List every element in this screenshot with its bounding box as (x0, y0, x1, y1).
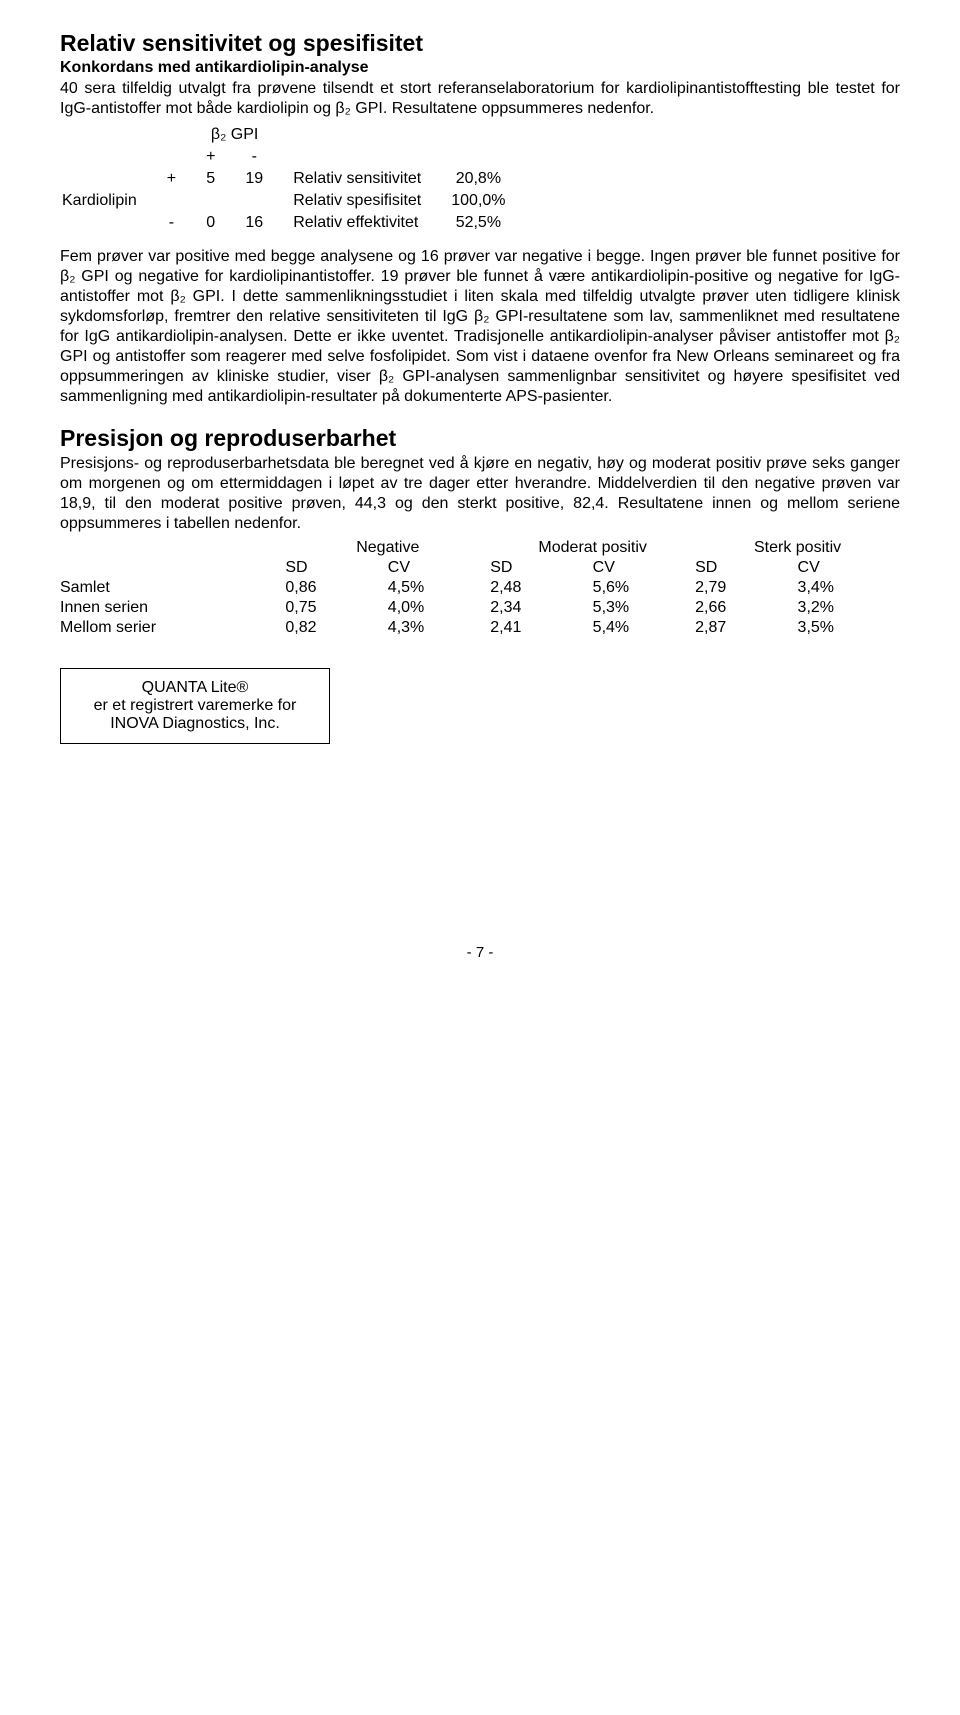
trademark-box: QUANTA Lite® er et registrert varemerke … (60, 668, 330, 744)
precision-cell: 2,48 (490, 578, 592, 598)
precision-cell: 3,5% (798, 618, 900, 638)
precision-cv-3: CV (798, 558, 900, 578)
precision-cell: 2,34 (490, 598, 592, 618)
precision-row-label: Mellom serier (60, 618, 285, 638)
precision-group-negative: Negative (285, 538, 490, 558)
precision-cell: 3,2% (798, 598, 900, 618)
page-footer: - 7 - (60, 944, 900, 961)
conf-val-specificity: 100,0% (437, 191, 519, 211)
precision-group-strong: Sterk positiv (695, 538, 900, 558)
precision-row-label: Innen serien (60, 598, 285, 618)
precision-cell: 5,4% (593, 618, 695, 638)
precision-row: Samlet 0,86 4,5% 2,48 5,6% 2,79 3,4% (60, 578, 900, 598)
trademark-line1: QUANTA Lite® (75, 679, 315, 697)
section1-para1: 40 sera tilfeldig utvalgt fra prøvene ti… (60, 79, 900, 119)
precision-cell: 0,86 (285, 578, 387, 598)
conf-plus-header: + (192, 147, 229, 167)
precision-cell: 5,3% (593, 598, 695, 618)
conf-metric-specificity: Relativ spesifisitet (279, 191, 435, 211)
conf-cell-b: 19 (231, 169, 277, 189)
precision-row: Mellom serier 0,82 4,3% 2,41 5,4% 2,87 3… (60, 618, 900, 638)
precision-cell: 2,87 (695, 618, 797, 638)
conf-metric-effectiveness: Relativ effektivitet (279, 213, 435, 233)
precision-row-label: Samlet (60, 578, 285, 598)
conf-cell-d: 16 (231, 213, 277, 233)
precision-cell: 5,6% (593, 578, 695, 598)
precision-cell: 2,79 (695, 578, 797, 598)
trademark-line3: INOVA Diagnostics, Inc. (75, 715, 315, 733)
section2-title: Presisjon og reproduserbarhet (60, 425, 900, 452)
section1-subhead: Konkordans med antikardiolipin-analyse (60, 59, 900, 77)
precision-cv-2: CV (593, 558, 695, 578)
precision-cell: 0,75 (285, 598, 387, 618)
conf-col-header: β₂ GPI (192, 125, 277, 145)
precision-row: Innen serien 0,75 4,0% 2,34 5,3% 2,66 3,… (60, 598, 900, 618)
precision-cell: 4,0% (388, 598, 490, 618)
conf-cell-a: 5 (192, 169, 229, 189)
confusion-table: β₂ GPI + - + 5 19 Relativ sensitivitet 2… (60, 123, 522, 235)
conf-row-label: Kardiolipin (62, 191, 151, 211)
conf-cell-c: 0 (192, 213, 229, 233)
conf-val-sensitivity: 20,8% (437, 169, 519, 189)
precision-table: Negative Moderat positiv Sterk positiv S… (60, 538, 900, 638)
conf-val-effectiveness: 52,5% (437, 213, 519, 233)
precision-cell: 3,4% (798, 578, 900, 598)
conf-row3-sign: - (153, 213, 190, 233)
precision-cell: 2,41 (490, 618, 592, 638)
conf-minus-header: - (231, 147, 277, 167)
precision-cv-1: CV (388, 558, 490, 578)
precision-sd-3: SD (695, 558, 797, 578)
precision-cell: 0,82 (285, 618, 387, 638)
conf-row1-sign: + (153, 169, 190, 189)
conf-metric-sensitivity: Relativ sensitivitet (279, 169, 435, 189)
precision-cell: 4,5% (388, 578, 490, 598)
section2-para1: Presisjons- og reproduserbarhetsdata ble… (60, 454, 900, 534)
section1-title: Relativ sensitivitet og spesifisitet (60, 30, 900, 57)
section1-para2: Fem prøver var positive med begge analys… (60, 247, 900, 407)
precision-sd-2: SD (490, 558, 592, 578)
precision-sd-1: SD (285, 558, 387, 578)
precision-cell: 4,3% (388, 618, 490, 638)
precision-cell: 2,66 (695, 598, 797, 618)
trademark-line2: er et registrert varemerke for (75, 697, 315, 715)
precision-group-moderate: Moderat positiv (490, 538, 695, 558)
